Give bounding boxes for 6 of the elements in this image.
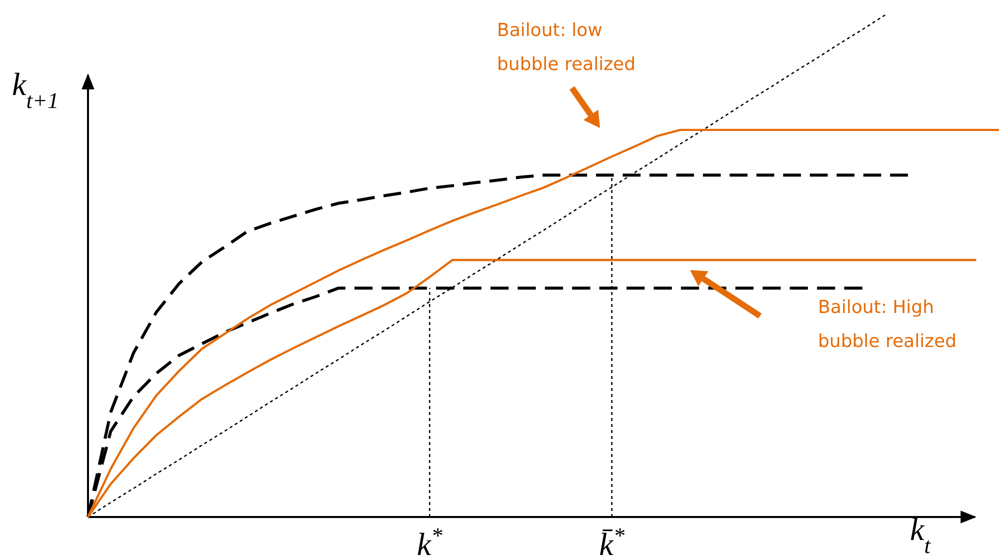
x-tick-label: k$^{*}$ [416, 522, 444, 560]
x-axis-title: k$_{t}$ [910, 511, 932, 558]
x-tick-label: k̄$^{*}$ [599, 522, 626, 560]
annotation: Bailout: High bubble realized [818, 297, 957, 352]
annotation: Bailout: low bubble realized [497, 20, 636, 75]
y-axis-title: k$_{t+1}$ [12, 66, 59, 112]
